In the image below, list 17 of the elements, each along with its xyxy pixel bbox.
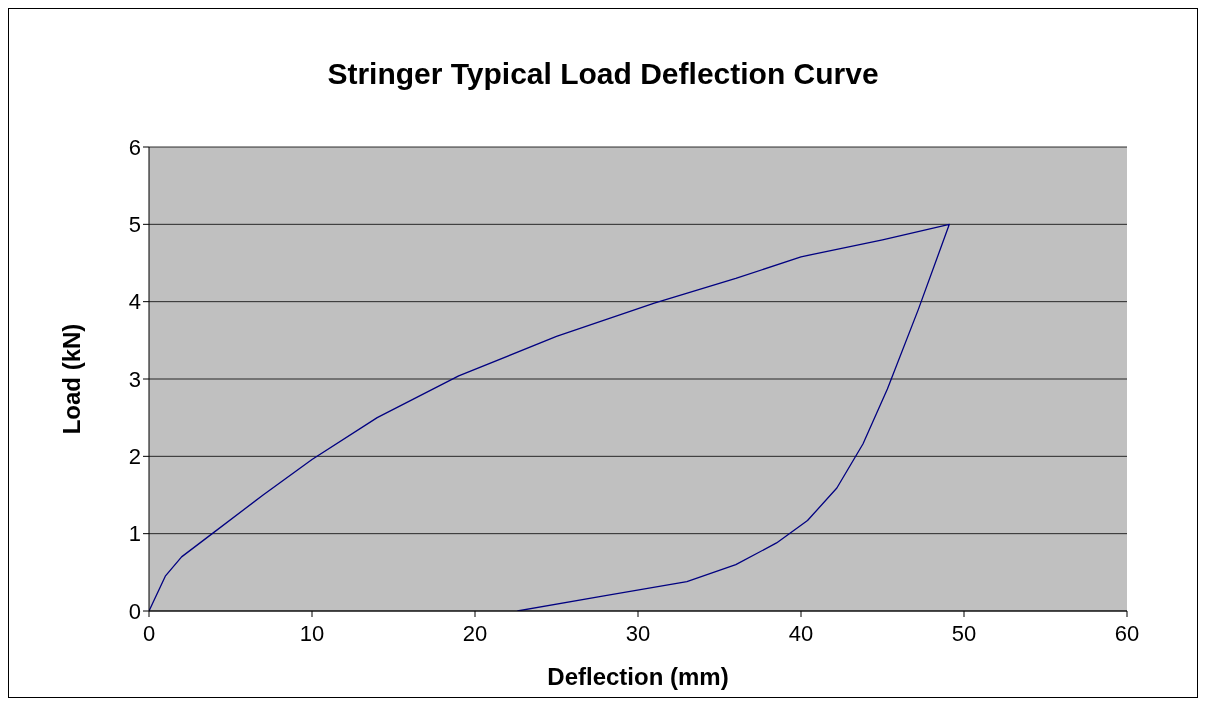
x-tick-label: 50 (951, 620, 977, 646)
y-tick-label: 3 (128, 366, 141, 392)
y-tick-label: 5 (128, 212, 141, 238)
chart-title: Stringer Typical Load Deflection Curve (326, 57, 880, 91)
line-series (149, 223, 950, 611)
y-tick-label: 6 (128, 134, 141, 160)
y-tick-label: 0 (128, 598, 141, 624)
y-tick-label: 1 (128, 521, 141, 547)
x-tick-label: 10 (299, 620, 325, 646)
x-tick-label: 30 (625, 620, 651, 646)
x-tick-label: 40 (788, 620, 814, 646)
y-axis-title: Load (kN) (57, 323, 85, 435)
x-tick-label: 20 (462, 620, 488, 646)
y-tick-label: 4 (128, 289, 141, 315)
x-tick-label: 60 (1114, 620, 1140, 646)
y-tick-label: 2 (128, 444, 141, 470)
x-axis-title: Deflection (mm) (547, 663, 729, 690)
